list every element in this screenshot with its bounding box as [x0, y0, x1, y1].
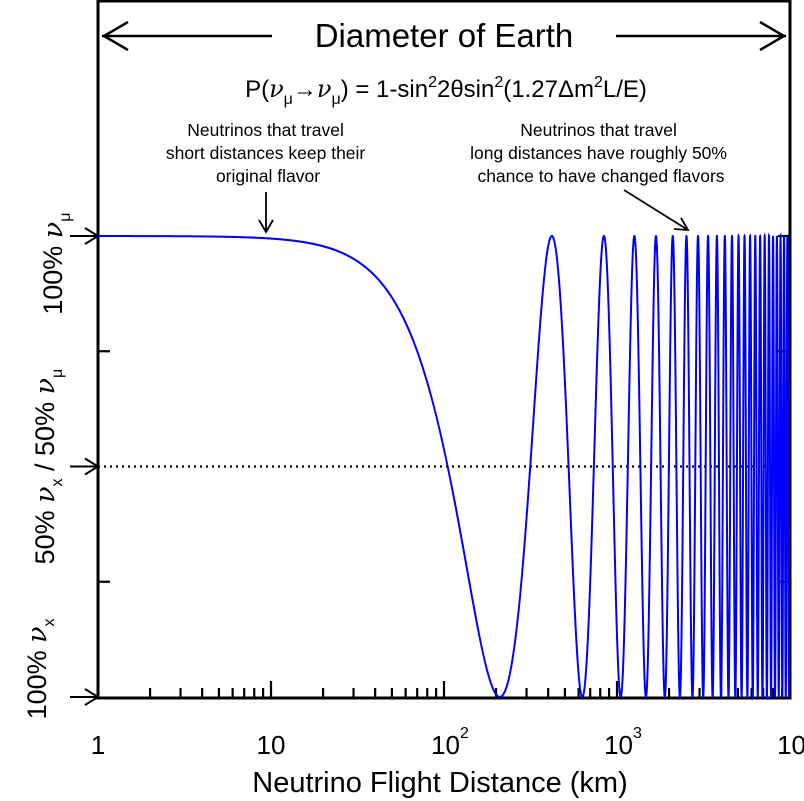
title-arrow	[101, 20, 787, 52]
annotation-short-arrow	[258, 192, 274, 234]
x-tick-label: 104	[777, 725, 804, 760]
survival-probability-curve	[98, 232, 790, 700]
x-tick-label: 10	[257, 730, 286, 760]
x-axis-label: Neutrino Flight Distance (km)	[252, 767, 628, 799]
annotation-long-distance: Neutrinos that travel long distances hav…	[470, 120, 732, 186]
x-tick-label: 102	[431, 725, 469, 760]
x-tick-label: 1	[91, 730, 105, 760]
chart-title: Diameter of Earth	[315, 17, 574, 54]
y-level-arrowhead	[84, 688, 100, 706]
annotation-long-arrow	[623, 189, 690, 232]
x-axis-ticks	[148, 681, 784, 697]
y-axis-arrows	[70, 227, 100, 706]
y-level-arrowhead	[84, 457, 100, 476]
plot-frame	[96, 0, 792, 700]
y-axis-label-text: 100% νx 50% νx / 50% νμ 100% νμ	[22, 213, 74, 720]
y-axis-ticks	[98, 234, 790, 583]
probability-formula: P(νμ→νμ) = 1-sin22θsin2(1.27Δm2L/E)	[245, 74, 647, 108]
annotation-short-distance: Neutrinos that travel short distances ke…	[166, 120, 370, 186]
y-axis-label: 100% νx 50% νx / 50% νμ 100% νμ	[22, 213, 74, 720]
x-tick-labels: 1 10 102 103 104	[91, 725, 804, 760]
x-tick-label: 103	[604, 725, 642, 760]
